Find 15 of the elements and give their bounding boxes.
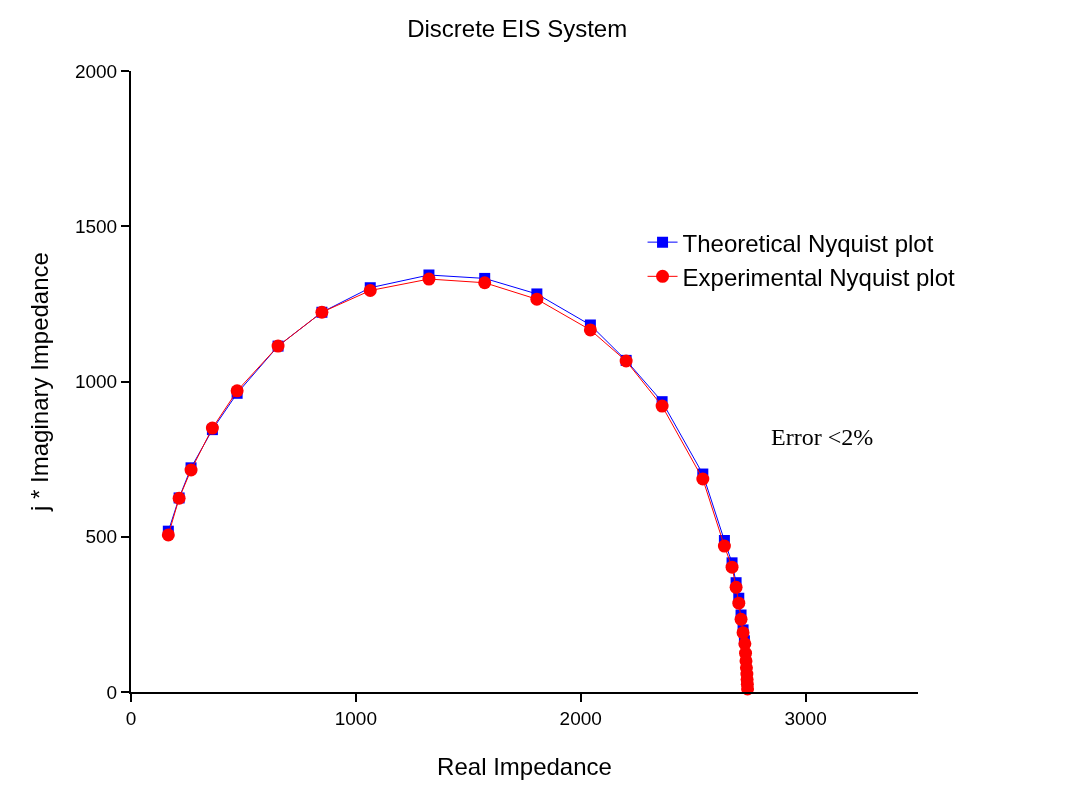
legend-label: Experimental Nyquist plot <box>682 263 955 291</box>
y-tick-label: 2000 <box>74 60 118 82</box>
annotation: Error <2% <box>771 424 874 450</box>
chart-title: Discrete EIS System <box>407 14 628 42</box>
x-tick-label: 1000 <box>334 707 377 729</box>
x-tick-label: 2000 <box>559 707 602 729</box>
x-tick-label: 3000 <box>784 707 827 729</box>
y-tick-label: 0 <box>106 681 118 703</box>
x-axis-title: Real Impedance <box>437 752 612 780</box>
y-tick-label: 500 <box>85 526 118 548</box>
x-tick-label: 0 <box>125 707 137 729</box>
y-tick-label: 1500 <box>74 215 118 237</box>
y-axis-title: j * Imaginary Impedance <box>25 252 53 512</box>
legend-label: Theoretical Nyquist plot <box>682 229 934 257</box>
y-tick-label: 1000 <box>74 371 118 393</box>
